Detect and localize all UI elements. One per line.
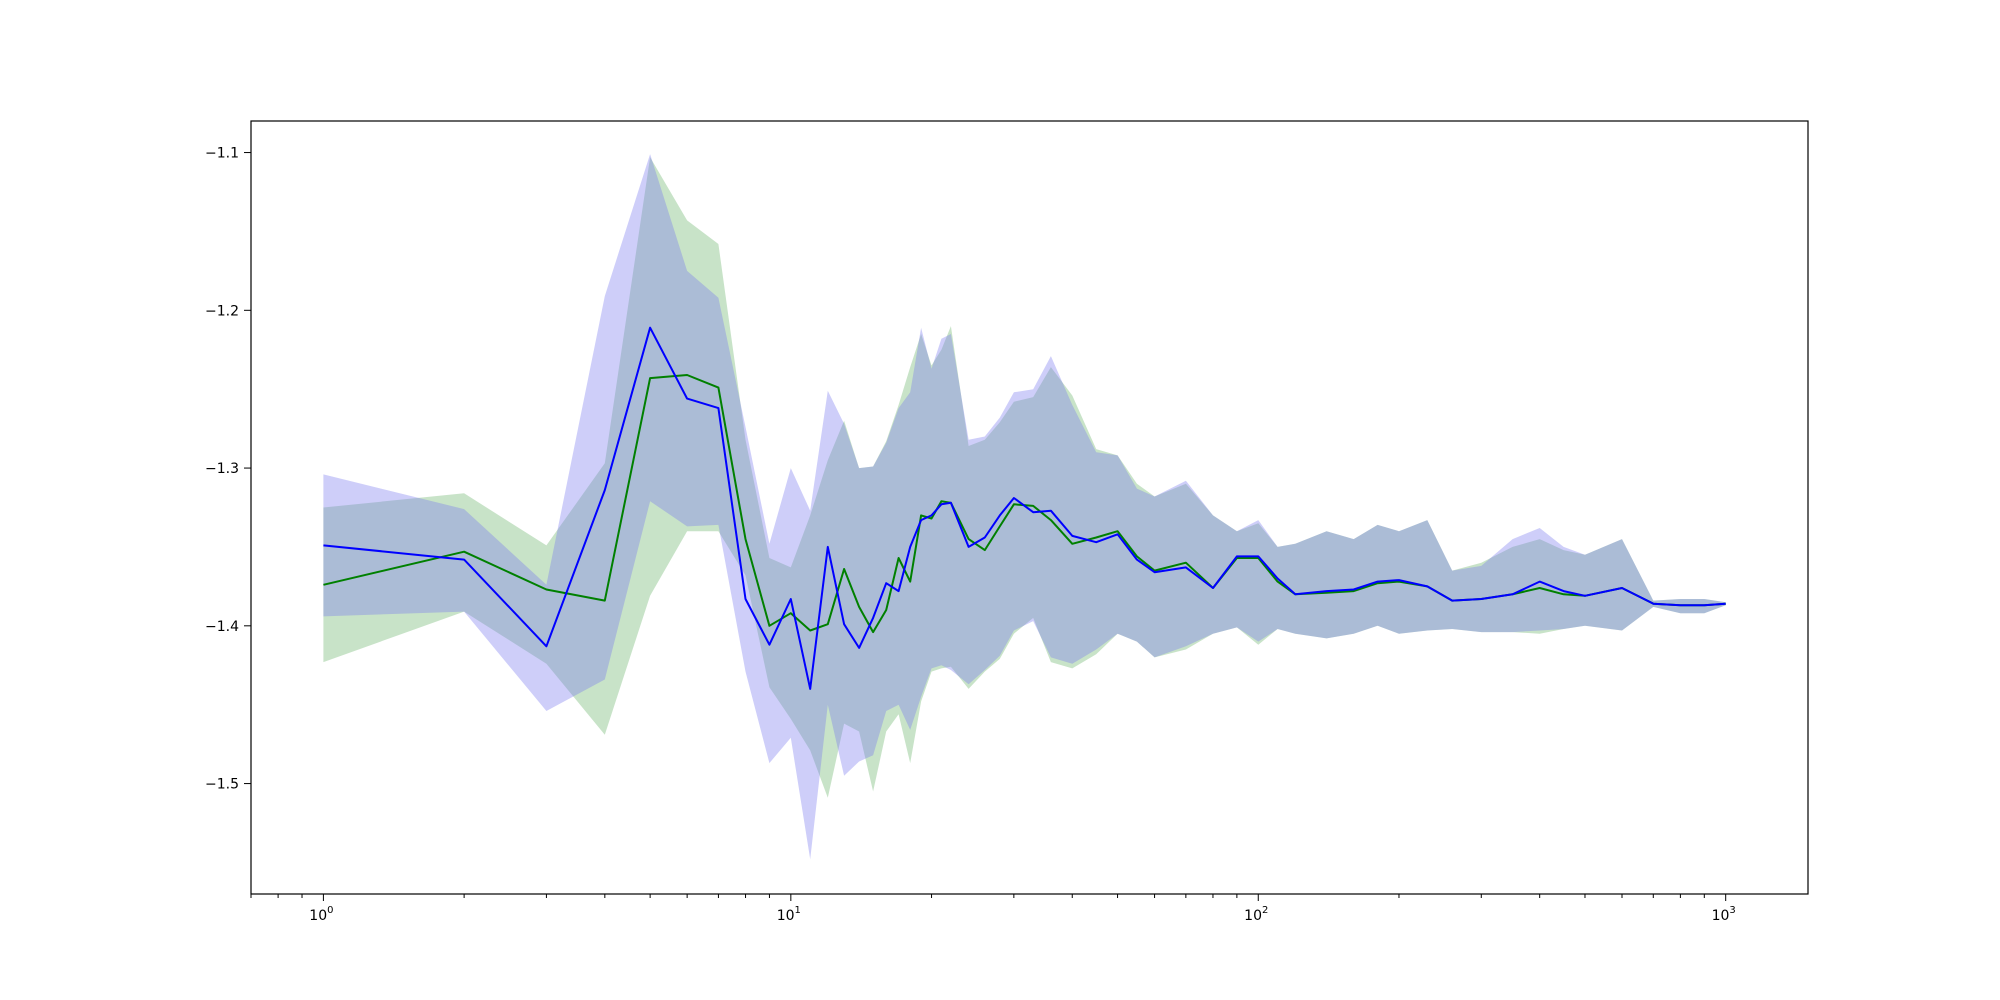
- x-axis: 100 101 102 103: [250, 894, 1736, 924]
- x-tick-exponent: 0: [327, 905, 333, 916]
- series-lines: [323, 326, 1726, 690]
- x-tick-base: 10: [1244, 908, 1262, 924]
- x-tick-label: 103: [1712, 905, 1736, 924]
- axes-frame: [250, 120, 1809, 895]
- x-tick-exponent: 1: [795, 905, 801, 916]
- y-tick-label: −1.4: [205, 619, 239, 635]
- x-tick-base: 10: [777, 908, 795, 924]
- x-tick-label: 101: [777, 905, 801, 924]
- series-2-line: [323, 326, 1726, 690]
- x-tick-exponent: 2: [1262, 905, 1268, 916]
- x-tick-base: 10: [309, 908, 327, 924]
- x-tick-exponent: 3: [1729, 905, 1735, 916]
- x-tick-base: 10: [1712, 908, 1730, 924]
- series-1-band: [323, 157, 1726, 798]
- y-tick-label: −1.3: [205, 461, 239, 477]
- x-tick-label: 100: [309, 905, 333, 924]
- y-tick-label: −1.1: [205, 146, 239, 162]
- y-tick-label: −1.2: [205, 303, 239, 319]
- plot-area: [323, 154, 1726, 860]
- y-axis: −1.1 −1.2 −1.3 −1.4 −1.5: [205, 146, 251, 793]
- x-tick-label: 102: [1244, 905, 1268, 924]
- y-tick-label: −1.5: [205, 777, 239, 793]
